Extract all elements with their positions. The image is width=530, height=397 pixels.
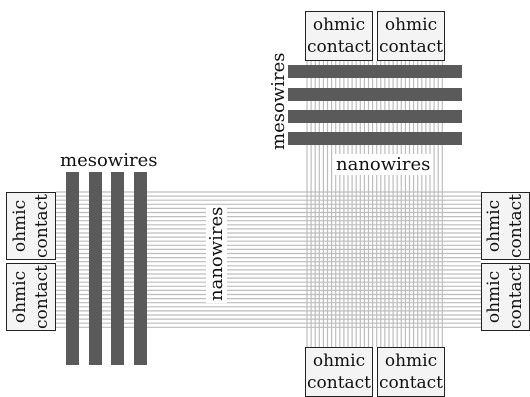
contact-label-line2: contact (32, 264, 52, 330)
ohmic-contact-top-left: ohmic contact (305, 11, 373, 61)
horizontal-mesowire-group (288, 65, 462, 145)
ohmic-contact-top-right: ohmic contact (377, 11, 445, 61)
vertical-mesowire-group (66, 172, 147, 365)
ohmic-contact-left-top: ohmic contact (6, 192, 56, 260)
horizontal-nanowire-bundle (56, 191, 481, 328)
contact-label-line2: contact (378, 37, 444, 57)
nanowires-label-middle: nanowires (206, 204, 227, 303)
mesowires-label-top: mesowires (268, 52, 289, 150)
ohmic-contact-left-bottom: ohmic contact (6, 263, 56, 331)
contact-label-line2: contact (306, 37, 372, 57)
contact-label-line1: ohmic (484, 199, 505, 253)
mesowire (288, 65, 462, 78)
contact-label-line1: ohmic (484, 270, 505, 324)
mesowire (134, 172, 147, 365)
ohmic-contact-right-top: ohmic contact (481, 192, 530, 260)
vertical-nanowire-bundle (306, 61, 443, 347)
mesowire (111, 172, 124, 365)
contact-label-line2: contact (306, 373, 372, 393)
contact-label-line1: ohmic (384, 15, 438, 35)
contact-label-line2: contact (506, 193, 527, 259)
mesowires-label-left: mesowires (60, 150, 158, 171)
mesowire (288, 88, 462, 101)
mesowire (288, 110, 462, 123)
contact-label-line2: contact (32, 193, 52, 259)
contact-label-line1: ohmic (384, 351, 438, 371)
ohmic-contact-bottom-left: ohmic contact (305, 347, 373, 397)
mesowire (89, 172, 102, 365)
contact-label-line1: ohmic (312, 351, 366, 371)
ohmic-contact-bottom-right: ohmic contact (377, 347, 445, 397)
nanowires-label-top: nanowires (334, 154, 433, 175)
ohmic-contact-right-bottom: ohmic contact (481, 263, 530, 331)
contact-label-line1: ohmic (312, 15, 366, 35)
contact-label-line2: contact (378, 373, 444, 393)
contact-label-line1: ohmic (10, 199, 30, 253)
mesowire (288, 132, 462, 145)
contact-label-line2: contact (506, 264, 527, 330)
contact-label-line1: ohmic (10, 270, 30, 324)
mesowire (66, 172, 79, 365)
